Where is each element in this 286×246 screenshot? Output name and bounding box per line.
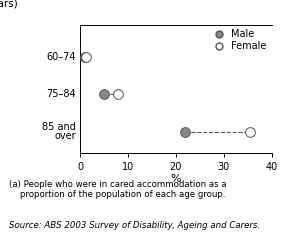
- Text: Age
(years): Age (years): [0, 0, 18, 9]
- Point: [83, 55, 87, 59]
- Point: [248, 130, 253, 134]
- Text: (a) People who were in cared accommodation as a
    proportion of the population: (a) People who were in cared accommodati…: [9, 180, 226, 199]
- Point: [102, 92, 106, 96]
- Point: [183, 130, 188, 134]
- X-axis label: %: %: [170, 174, 181, 184]
- Point: [116, 92, 121, 96]
- Text: Source: ABS 2003 Survey of Disability, Ageing and Carers.: Source: ABS 2003 Survey of Disability, A…: [9, 221, 260, 231]
- Point: [84, 55, 88, 59]
- Legend: Male, Female: Male, Female: [209, 30, 267, 51]
